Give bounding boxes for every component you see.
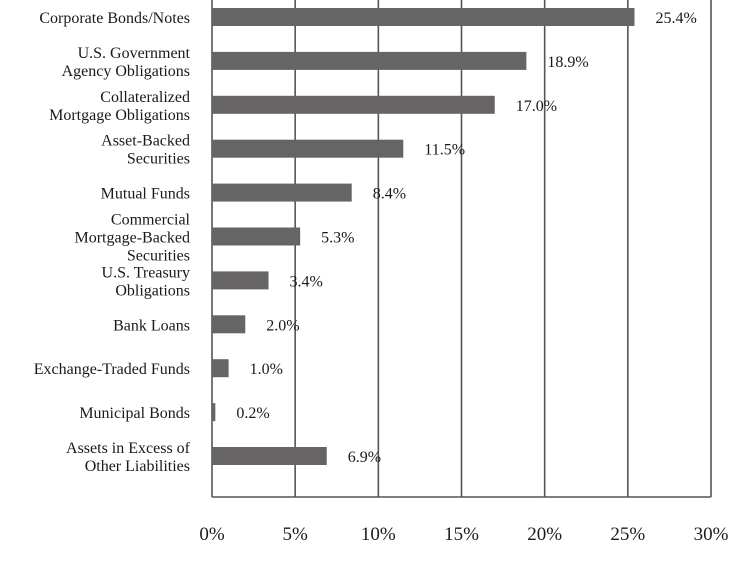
category-label: Collateralized Mortgage Obligations (49, 89, 190, 124)
x-tick-label: 20% (527, 524, 562, 545)
value-label: 5.3% (321, 230, 354, 247)
category-label: Asset-Backed Securities (101, 133, 190, 168)
bar (212, 447, 327, 465)
tick-layer: 0% 5% 10% 15% 20% 25% 30% (199, 524, 728, 545)
category-label: Mutual Funds (101, 186, 190, 203)
bar (212, 271, 269, 290)
value-label: 1.0% (250, 361, 283, 378)
value-label: 2.0% (266, 317, 299, 334)
label-layer: Corporate Bonds/Notes 25.4% U.S. Governmen… (34, 10, 697, 475)
value-label: 11.5% (424, 142, 465, 159)
value-label: 25.4% (655, 10, 696, 27)
value-label: 0.2% (236, 405, 269, 422)
bar (212, 227, 301, 246)
x-tick-label: 30% (694, 524, 729, 545)
value-label: 17.0% (516, 98, 557, 115)
bar (212, 51, 527, 70)
category-label: Municipal Bonds (79, 405, 190, 422)
value-label: 3.4% (290, 273, 323, 290)
bar (212, 8, 635, 26)
category-label: Exchange-Traded Funds (34, 361, 190, 378)
category-label: U.S. Government Agency Obligations (62, 45, 191, 80)
category-label: Assets in Excess of Other Liabilities (66, 440, 191, 475)
x-tick-label: 15% (444, 524, 479, 545)
category-label: Commercial Mortgage-Backed Securities (74, 212, 190, 265)
x-tick-label: 0% (199, 524, 225, 545)
x-tick-label: 5% (283, 524, 309, 545)
x-tick-label: 10% (361, 524, 396, 545)
value-label: 18.9% (547, 54, 588, 71)
value-label: 8.4% (373, 186, 406, 203)
bar (212, 315, 246, 334)
category-label: Corporate Bonds/Notes (39, 10, 190, 27)
category-label: Bank Loans (113, 317, 190, 334)
bar (212, 139, 404, 158)
grid-layer (211, 0, 712, 498)
bar (212, 359, 229, 378)
x-tick-label: 25% (610, 524, 645, 545)
bar-layer (212, 8, 635, 465)
bar (212, 183, 352, 202)
category-label: U.S. Treasury Obligations (102, 264, 190, 299)
bar (212, 403, 216, 422)
value-label: 6.9% (348, 449, 381, 466)
bar (212, 95, 495, 114)
